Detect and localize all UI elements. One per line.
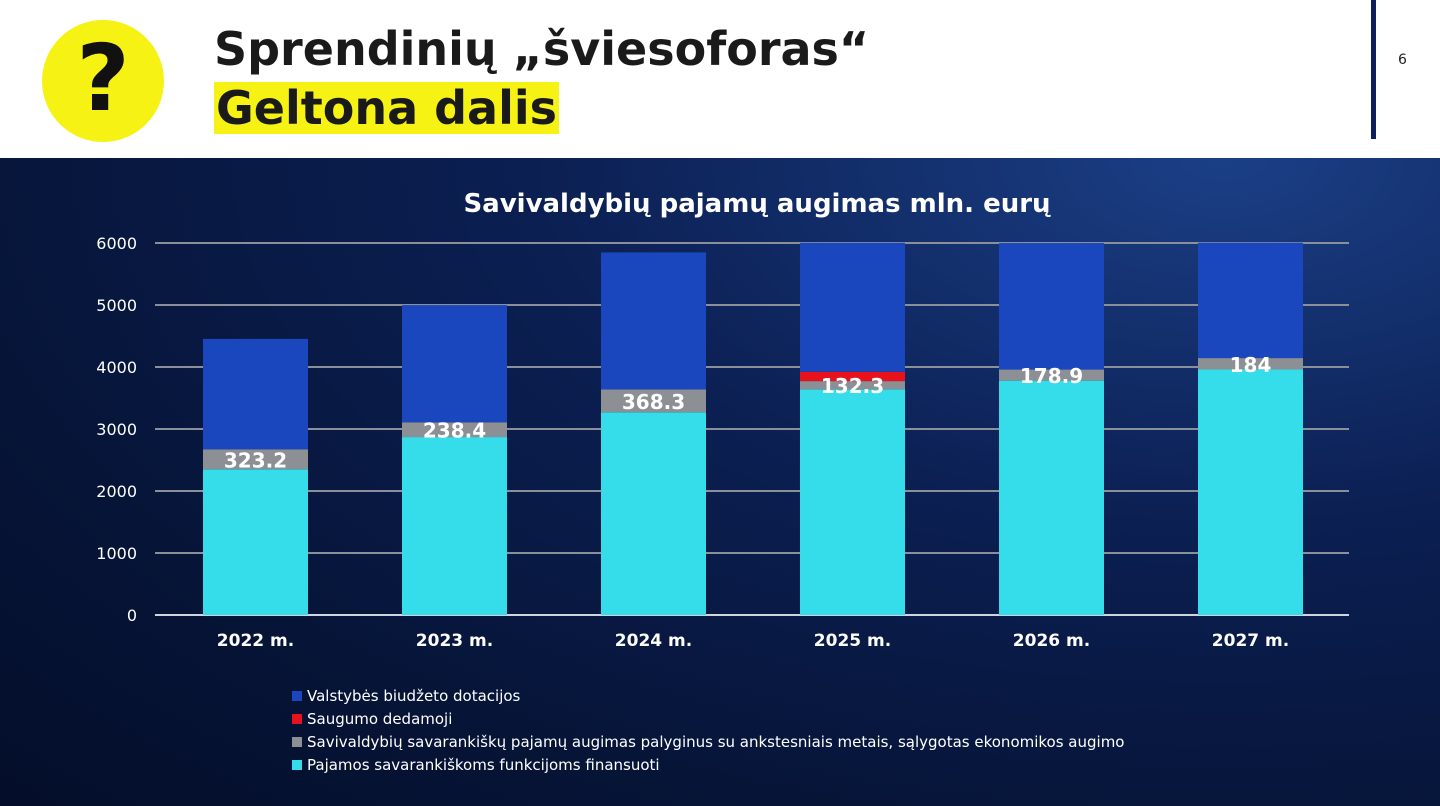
bar-augimas (203, 449, 308, 470)
x-tick-label: 2025 m. (814, 631, 891, 651)
bar-augimas (999, 369, 1104, 381)
legend-item-dotacijos: Valstybės biudžeto dotacijos (292, 684, 1125, 707)
header-divider (1371, 0, 1376, 139)
slide-subtitle: Geltona dalis (214, 81, 560, 135)
chart-legend: Valstybės biudžeto dotacijos Saugumo deda… (292, 684, 1125, 776)
bar-augimas (601, 389, 706, 413)
y-tick-label: 1000 (96, 544, 137, 563)
bar-funkcijos (999, 380, 1104, 615)
chart-panel: Savivaldybių pajamų augimas mln. eurų 0 10… (0, 158, 1440, 806)
bar-funkcijos (203, 469, 308, 615)
legend-label: Savivaldybių savarankiškų pajamų augimas… (307, 732, 1125, 751)
bar-dotacijos (203, 338, 308, 450)
slide-header: ? Sprendinių „šviesoforas“ Geltona dalis… (0, 0, 1440, 158)
y-tick-label: 2000 (96, 482, 137, 501)
x-tick-label: 2026 m. (1013, 631, 1090, 651)
legend-label: Pajamos savarankiškoms funkcijoms finans… (307, 755, 660, 774)
x-tick-label: 2022 m. (217, 631, 294, 651)
bar-funkcijos (601, 412, 706, 615)
data-label: 184 (1230, 353, 1272, 377)
bar-dotacijos (999, 243, 1104, 370)
data-label: 178.9 (1020, 364, 1083, 388)
bar-funkcijos (1198, 369, 1303, 615)
bar-funkcijos (402, 437, 507, 615)
data-label: 132.3 (821, 374, 884, 398)
legend-item-augimas: Savivaldybių savarankiškų pajamų augimas… (292, 730, 1125, 753)
legend-swatch (292, 690, 302, 701)
bar-saugumo (800, 371, 905, 382)
y-tick-label: 5000 (96, 296, 137, 315)
y-tick-label: 0 (127, 606, 137, 625)
legend-swatch (292, 713, 302, 724)
data-label: 368.3 (622, 390, 685, 414)
legend-label: Valstybės biudžeto dotacijos (307, 686, 521, 705)
y-tick-label: 3000 (96, 420, 137, 439)
question-mark-icon: ? (42, 20, 164, 142)
y-tick-label: 6000 (96, 234, 137, 253)
bar-dotacijos (800, 242, 905, 372)
bar-dotacijos (601, 252, 706, 390)
bar-dotacijos (1198, 242, 1303, 359)
x-tick-label: 2023 m. (416, 631, 493, 651)
legend-label: Saugumo dedamoji (307, 709, 453, 728)
chart-title: Savivaldybių pajamų augimas mln. eurų (463, 189, 1051, 219)
legend-item-funkcijos: Pajamos savarankiškoms funkcijoms finans… (292, 753, 1125, 776)
data-label: 238.4 (423, 419, 486, 443)
slide-title: Sprendinių „šviesoforas“ (214, 22, 870, 76)
question-glyph: ? (76, 25, 130, 132)
y-tick-label: 4000 (96, 358, 137, 377)
x-tick-label: 2024 m. (615, 631, 692, 651)
page-number: 6 (1398, 52, 1407, 68)
chart-svg: Savivaldybių pajamų augimas mln. eurų 0 10… (96, 189, 1349, 651)
data-label: 323.2 (224, 448, 287, 472)
bar-funkcijos (800, 389, 905, 615)
bar-dotacijos (402, 305, 507, 423)
bar-augimas (402, 422, 507, 438)
legend-swatch (292, 759, 302, 770)
x-tick-label: 2027 m. (1212, 631, 1289, 651)
legend-item-saugumo: Saugumo dedamoji (292, 707, 1125, 730)
legend-swatch (292, 736, 302, 747)
bar-augimas (800, 381, 905, 390)
bar-augimas (1198, 358, 1303, 370)
